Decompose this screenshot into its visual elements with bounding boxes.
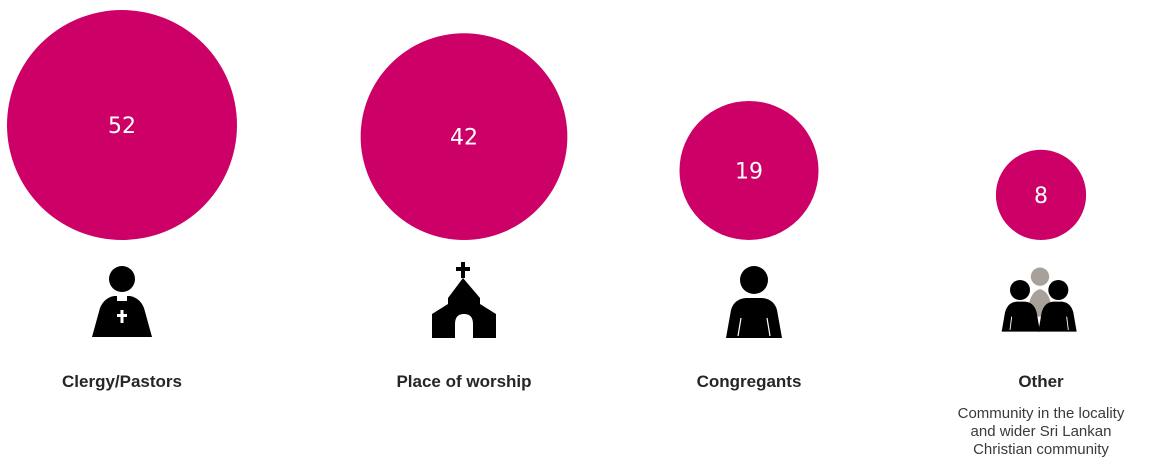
category-label-place-of-worship: Place of worship — [396, 372, 532, 391]
bubble-value-label: 19 — [735, 159, 763, 184]
bubble-other — [995, 149, 1087, 241]
category-label-clergy: Clergy/Pastors — [62, 372, 182, 391]
bubble-congregants — [679, 100, 819, 241]
bubble-value-label: 52 — [108, 114, 136, 139]
group-icon — [1001, 267, 1077, 332]
category-label-other: Other — [1018, 372, 1064, 391]
church-icon — [432, 262, 496, 338]
other-description-line: and wider Sri Lankan — [970, 423, 1112, 440]
other-description: Community in the locality and wider Sri … — [911, 405, 1153, 459]
person-icon — [726, 266, 782, 338]
clergy-icon — [92, 266, 152, 337]
category-label-congregants: Congregants — [696, 372, 802, 391]
bubble-value-label: 42 — [450, 126, 478, 151]
bubble-place-of-worship — [360, 33, 568, 241]
bubble-clergy-pastors — [7, 10, 237, 240]
other-description-line: Christian community — [973, 441, 1109, 458]
other-description-line: Community in the locality — [957, 405, 1125, 422]
bubble-value-label: 8 — [1034, 184, 1048, 209]
